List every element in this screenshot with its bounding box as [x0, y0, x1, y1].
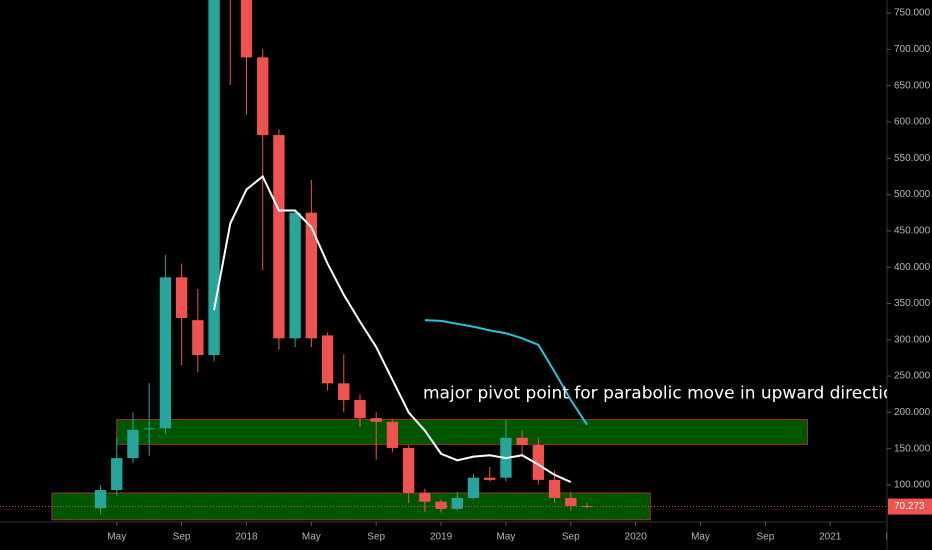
y-tick-label: 750.000 [894, 8, 931, 19]
x-tick-label: 2019 [430, 532, 453, 543]
x-tick-label: May [691, 532, 710, 543]
candle-body [159, 277, 172, 429]
moving-average [213, 174, 572, 483]
candle-body [419, 492, 431, 502]
candle-body [370, 418, 382, 422]
candle-body [175, 277, 188, 318]
plot-area: major pivot point for parabolic move in … [0, 0, 904, 521]
last-price-label: 70.273 [894, 501, 925, 512]
x-tick-label: Sep [173, 532, 191, 543]
y-tick-label: 100.000 [894, 480, 931, 491]
candle-body [581, 506, 593, 508]
x-axis: May Sep 2018 May Sep 2019 May Sep 2020 May Sep 2021… [107, 522, 905, 543]
annotation: major pivot point for parabolic move in … [423, 383, 904, 403]
x-tick-label: 2021 [819, 532, 842, 543]
candle-body [484, 477, 496, 480]
candle-body [208, 0, 220, 356]
x-tick-label: May [107, 532, 126, 543]
y-tick-label: 400.000 [894, 262, 931, 273]
candle-body [257, 57, 269, 136]
candle-body [192, 320, 204, 356]
y-tick-label: 500.000 [894, 189, 931, 200]
x-tick-label: Sep [756, 532, 774, 543]
x-tick-label: 2018 [235, 532, 258, 543]
last-price-badge [888, 498, 932, 515]
moving-average [424, 319, 588, 426]
candle-body [435, 501, 447, 509]
candle-body [111, 458, 123, 491]
y-tick-label: 600.000 [894, 117, 931, 128]
y-tick-label: 200.000 [894, 407, 931, 418]
candle-body [532, 445, 545, 480]
x-tick-label: May [496, 532, 515, 543]
y-tick-label: 550.000 [894, 153, 931, 164]
candle-body [94, 490, 107, 509]
y-tick-label: 250.000 [894, 371, 931, 382]
candle-body [467, 477, 480, 499]
x-tick-label: May [302, 532, 321, 543]
candle-body [143, 428, 155, 430]
candle-body [354, 400, 366, 419]
candle-body [565, 498, 577, 507]
x-tick-label: Sep [367, 532, 385, 543]
candle-body [127, 429, 139, 459]
candle-body [305, 212, 318, 339]
x-tick-label: May [886, 532, 905, 543]
x-tick-label: 2020 [625, 532, 648, 543]
candle-body [338, 383, 350, 401]
candle-body [451, 498, 463, 509]
y-axis: 100.000 150.000 200.000 250.000 300.000 350.0… [887, 8, 932, 515]
candle-body [548, 479, 561, 499]
candle-body [516, 437, 528, 446]
y-tick-label: 300.000 [894, 334, 931, 345]
y-tick-label: 450.000 [894, 226, 931, 237]
candle-body [273, 135, 285, 339]
y-tick-label: 350.000 [894, 298, 931, 309]
x-tick-label: Sep [562, 532, 580, 543]
y-tick-label: 150.000 [894, 443, 931, 454]
candle-body [402, 447, 415, 493]
candle-body [321, 335, 334, 384]
y-tick-label: 700.000 [894, 44, 931, 55]
y-tick-label: 650.000 [894, 80, 931, 91]
candle-body [386, 421, 399, 448]
zone [116, 419, 808, 445]
candle-body [240, 0, 253, 58]
candle-body [289, 212, 301, 339]
